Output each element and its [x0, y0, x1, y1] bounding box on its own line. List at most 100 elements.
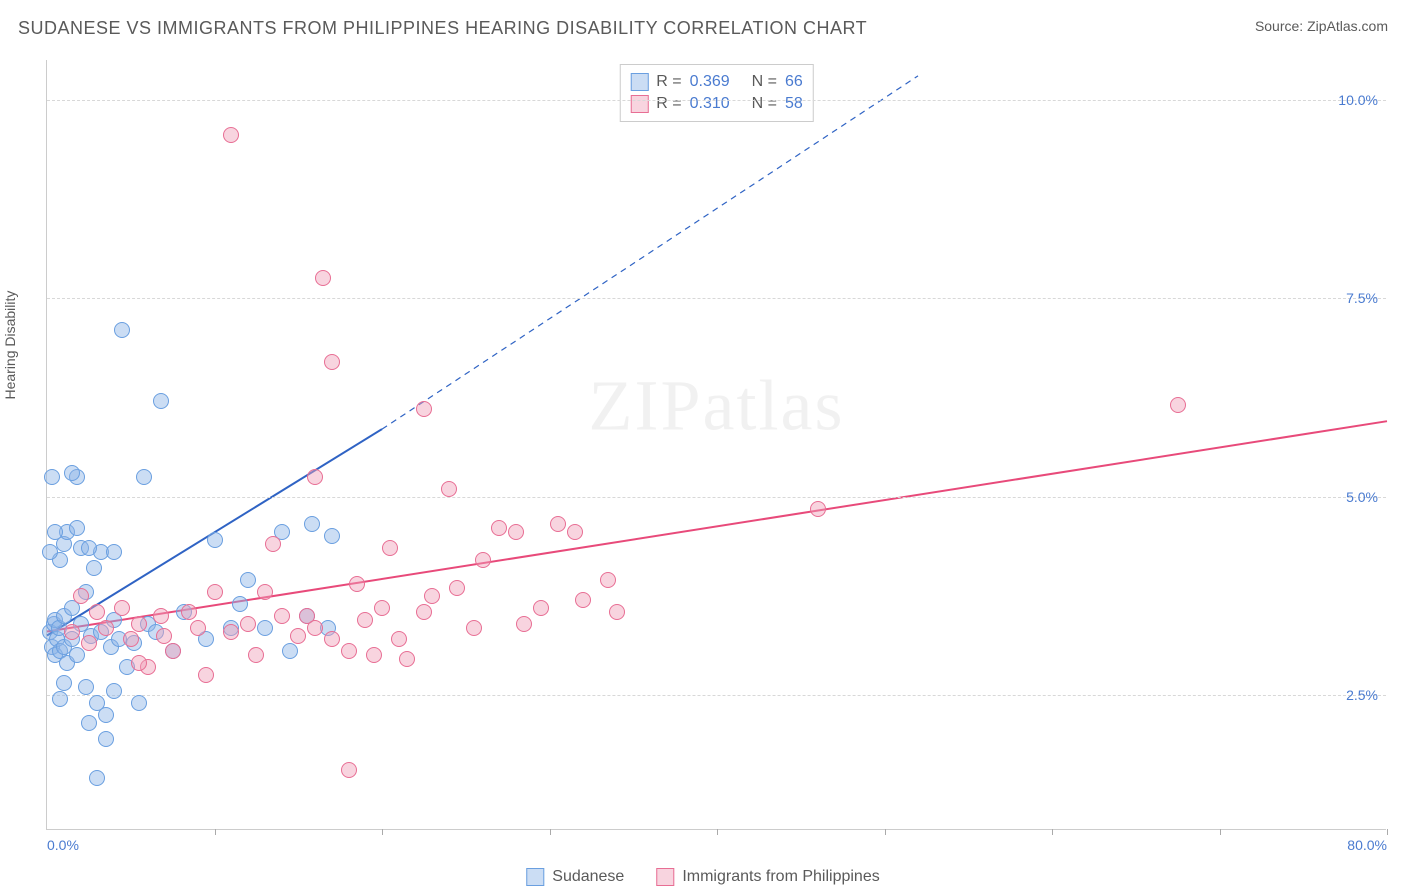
data-point-sudanese: [257, 620, 273, 636]
data-point-sudanese: [56, 675, 72, 691]
xtick-mark: [717, 829, 718, 835]
data-point-philippines: [449, 580, 465, 596]
data-point-sudanese: [89, 770, 105, 786]
data-point-philippines: [382, 540, 398, 556]
data-point-philippines: [324, 354, 340, 370]
gridline-h: [47, 100, 1386, 101]
data-point-philippines: [475, 552, 491, 568]
data-point-sudanese: [114, 322, 130, 338]
ytick-label: 5.0%: [1346, 489, 1378, 505]
data-point-sudanese: [69, 647, 85, 663]
data-point-philippines: [73, 588, 89, 604]
xtick-label-right: 80.0%: [1347, 837, 1387, 853]
data-point-philippines: [89, 604, 105, 620]
data-point-sudanese: [52, 691, 68, 707]
xtick-mark: [1387, 829, 1388, 835]
xtick-mark: [1220, 829, 1221, 835]
data-point-philippines: [181, 604, 197, 620]
xtick-mark: [215, 829, 216, 835]
legend-r-value: 0.310: [690, 95, 744, 113]
data-point-philippines: [424, 588, 440, 604]
trend-lines-layer: [47, 60, 1386, 829]
data-point-philippines: [366, 647, 382, 663]
legend-item: Sudanese: [526, 868, 624, 886]
data-point-philippines: [123, 631, 139, 647]
data-point-sudanese: [106, 544, 122, 560]
data-point-philippines: [374, 600, 390, 616]
data-point-philippines: [810, 501, 826, 517]
chart-title: SUDANESE VS IMMIGRANTS FROM PHILIPPINES …: [18, 18, 867, 39]
series-legend: Sudanese Immigrants from Philippines: [526, 868, 879, 886]
data-point-philippines: [165, 643, 181, 659]
data-point-sudanese: [324, 528, 340, 544]
data-point-sudanese: [153, 393, 169, 409]
data-point-philippines: [550, 516, 566, 532]
trendline: [47, 421, 1387, 631]
data-point-philippines: [265, 536, 281, 552]
data-point-sudanese: [47, 524, 63, 540]
data-point-philippines: [98, 620, 114, 636]
legend-item: Immigrants from Philippines: [656, 868, 879, 886]
data-point-philippines: [391, 631, 407, 647]
data-point-philippines: [190, 620, 206, 636]
data-point-philippines: [466, 620, 482, 636]
data-point-sudanese: [42, 544, 58, 560]
data-point-philippines: [290, 628, 306, 644]
watermark-zip: ZIP: [589, 366, 703, 446]
data-point-philippines: [357, 612, 373, 628]
data-point-philippines: [156, 628, 172, 644]
legend-label: Sudanese: [552, 868, 624, 886]
data-point-philippines: [491, 520, 507, 536]
ytick-label: 7.5%: [1346, 290, 1378, 306]
data-point-sudanese: [69, 520, 85, 536]
data-point-philippines: [198, 667, 214, 683]
data-point-sudanese: [98, 731, 114, 747]
data-point-sudanese: [78, 679, 94, 695]
data-point-philippines: [240, 616, 256, 632]
y-axis-label: Hearing Disability: [2, 291, 18, 400]
source-link[interactable]: ZipAtlas.com: [1307, 18, 1388, 34]
data-point-sudanese: [282, 643, 298, 659]
xtick-mark: [550, 829, 551, 835]
data-point-philippines: [508, 524, 524, 540]
legend-n-value: 58: [785, 95, 803, 113]
data-point-philippines: [416, 401, 432, 417]
data-point-philippines: [324, 631, 340, 647]
data-point-philippines: [516, 616, 532, 632]
xtick-mark: [382, 829, 383, 835]
source-prefix: Source:: [1255, 18, 1307, 34]
data-point-sudanese: [98, 707, 114, 723]
data-point-philippines: [307, 469, 323, 485]
ytick-label: 10.0%: [1338, 92, 1378, 108]
scatter-plot-area: ZIPatlas R = 0.369 N = 66 R = 0.310 N = 58 2.5%…: [46, 60, 1386, 830]
data-point-philippines: [341, 762, 357, 778]
legend-row: R = 0.310 N = 58: [630, 93, 802, 115]
data-point-sudanese: [232, 596, 248, 612]
ytick-label: 2.5%: [1346, 687, 1378, 703]
legend-r-label: R =: [656, 73, 681, 91]
data-point-philippines: [575, 592, 591, 608]
legend-r-value: 0.369: [690, 73, 744, 91]
data-point-philippines: [600, 572, 616, 588]
data-point-philippines: [64, 624, 80, 640]
data-point-sudanese: [136, 469, 152, 485]
gridline-h: [47, 497, 1386, 498]
data-point-philippines: [533, 600, 549, 616]
trendline-extrapolated: [382, 76, 918, 429]
data-point-sudanese: [207, 532, 223, 548]
data-point-philippines: [153, 608, 169, 624]
gridline-h: [47, 298, 1386, 299]
data-point-philippines: [274, 608, 290, 624]
data-point-philippines: [307, 620, 323, 636]
data-point-philippines: [223, 624, 239, 640]
data-point-philippines: [567, 524, 583, 540]
legend-swatch: [630, 73, 648, 91]
data-point-sudanese: [81, 540, 97, 556]
legend-n-value: 66: [785, 73, 803, 91]
xtick-label-left: 0.0%: [47, 837, 79, 853]
watermark-atlas: atlas: [703, 366, 845, 446]
data-point-philippines: [399, 651, 415, 667]
legend-n-label: N =: [752, 95, 777, 113]
data-point-sudanese: [240, 572, 256, 588]
legend-r-label: R =: [656, 95, 681, 113]
